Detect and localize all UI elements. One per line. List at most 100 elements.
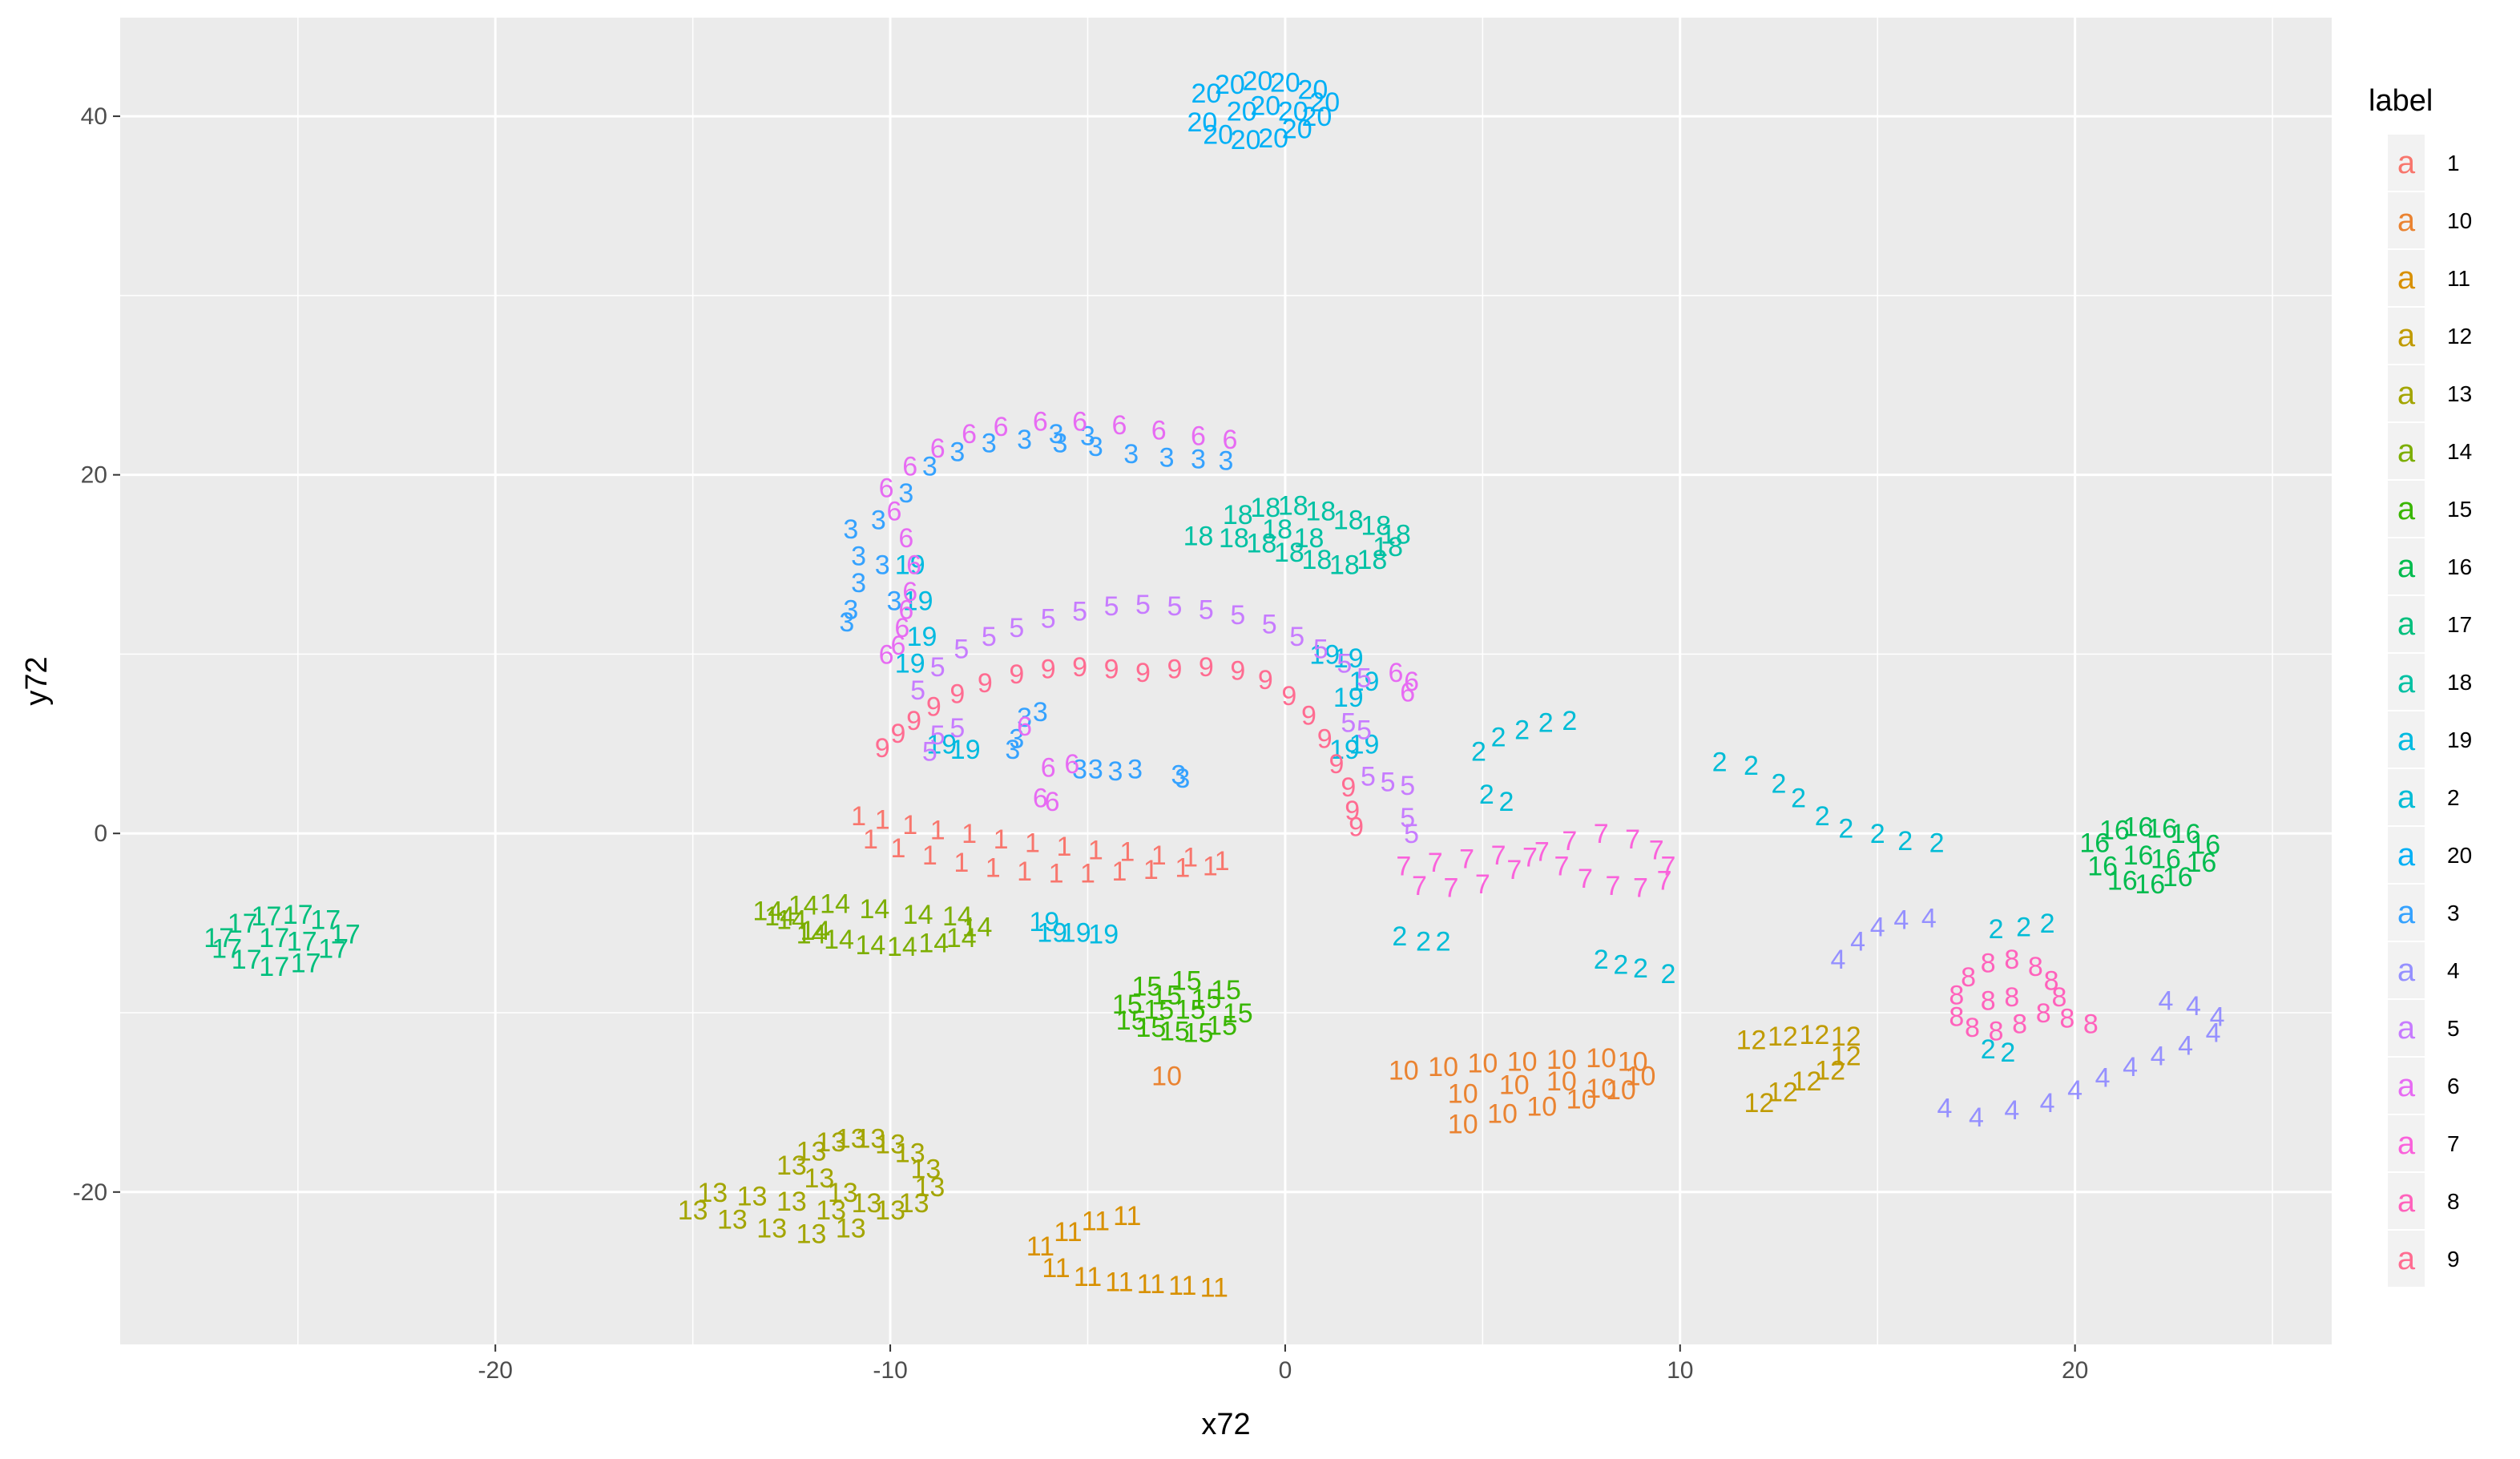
data-point-label-10: 10 [1507,1046,1538,1077]
data-point-label-14: 14 [824,925,854,955]
legend-key-glyph-9: a [2397,1241,2416,1276]
data-point-label-6: 6 [1064,749,1079,780]
legend-label-6: 6 [2447,1074,2460,1098]
data-point-label-13: 13 [796,1219,827,1249]
data-point-label-19: 19 [903,586,933,616]
x-tick-label: -20 [478,1357,513,1384]
legend-key-3 [2388,885,2425,941]
legend-key-glyph-16: a [2397,549,2416,584]
data-point-label-20: 20 [1215,70,1245,100]
data-point-label-14: 14 [856,930,886,961]
data-point-label-5: 5 [1135,590,1151,620]
data-point-label-13: 13 [776,1187,807,1217]
data-point-label-9: 9 [1167,654,1182,684]
data-point-label-11: 11 [1082,1207,1110,1237]
data-point-label-2: 2 [1744,751,1759,781]
data-point-label-10: 10 [1606,1075,1636,1106]
data-point-label-16: 16 [2163,862,2193,893]
data-point-label-8: 8 [2059,1004,2074,1034]
data-point-label-4: 4 [2186,991,2201,1022]
data-point-label-5: 5 [1041,604,1056,635]
data-point-label-13: 13 [717,1204,748,1235]
data-point-label-13: 13 [836,1124,866,1155]
data-point-label-3: 3 [851,568,866,599]
data-point-label-13: 13 [776,1151,807,1181]
data-point-label-15: 15 [1223,998,1253,1029]
data-point-label-18: 18 [1381,519,1411,550]
legend-key-8 [2388,1173,2425,1229]
data-point-label-16: 16 [2099,816,2130,846]
grid-lines [120,18,2332,1344]
data-point-label-15: 15 [1211,975,1241,1006]
data-point-label-14: 14 [796,920,827,950]
data-point-label-3: 3 [1171,760,1186,790]
data-point-label-7: 7 [1625,824,1640,855]
legend-key-glyph-14: a [2397,433,2416,469]
data-point-label-4: 4 [2206,1018,2221,1049]
data-point-label-15: 15 [1132,971,1163,1002]
data-point-label-4: 4 [1870,913,1885,943]
data-point-label-2: 2 [1491,722,1506,752]
data-point-label-4: 4 [2210,1002,2225,1032]
data-point-label-1: 1 [875,804,890,835]
data-point-label-2: 2 [1479,780,1494,810]
data-point-label-9: 9 [1329,749,1345,780]
data-point-label-7: 7 [1594,819,1609,849]
axes: x72 y72 -20 -10 0 10 20 -20 0 20 40 [20,103,2088,1441]
y-tick-label: -20 [73,1179,107,1206]
data-point-label-12: 12 [1799,1020,1829,1050]
data-point-label-16: 16 [2190,830,2220,860]
data-point-label-6: 6 [1222,425,1237,455]
data-point-label-6: 6 [902,451,917,482]
legend-key-glyph-15: a [2397,491,2416,526]
data-point-label-18: 18 [1250,493,1280,523]
data-point-label-12: 12 [1815,1056,1845,1086]
data-point-label-5: 5 [1400,803,1415,833]
data-point-label-6: 6 [1388,658,1403,688]
data-point-label-1: 1 [890,833,905,864]
data-point-label-13: 13 [899,1188,929,1219]
data-point-label-11: 11 [1042,1253,1070,1284]
data-point-label-2: 2 [1897,826,1913,856]
data-point-label-6: 6 [1072,407,1087,437]
data-point-label-1: 1 [994,824,1009,855]
data-point-label-17: 17 [291,948,321,978]
data-point-label-8: 8 [2083,1009,2099,1039]
data-point-label-9: 9 [978,668,993,699]
data-point-label-18: 18 [1301,545,1332,575]
legend-key-15 [2388,481,2425,537]
data-point-label-4: 4 [1830,945,1845,975]
data-point-label-6: 6 [906,550,921,581]
data-point-label-8: 8 [2051,982,2066,1013]
data-point-label-8: 8 [1981,948,1996,978]
data-point-label-3: 3 [950,437,965,468]
legend-label-1: 1 [2447,151,2460,175]
data-point-label-3: 3 [898,478,913,509]
data-point-label-3: 3 [1080,421,1095,451]
data-point-label-14: 14 [903,900,933,930]
data-point-label-10: 10 [1448,1079,1478,1110]
data-point-label-17: 17 [318,933,349,964]
data-point-label-6: 6 [890,631,905,661]
data-point-label-11: 11 [1074,1262,1102,1292]
data-point-label-10: 10 [1586,1074,1616,1104]
data-point-label-18: 18 [1361,510,1391,541]
legend-label-17: 17 [2447,612,2472,637]
data-point-label-20: 20 [1191,79,1221,109]
data-point-label-5: 5 [910,675,925,706]
data-point-label-16: 16 [2087,851,2118,881]
data-point-label-2: 2 [1838,814,1853,844]
data-point-label-3: 3 [1088,755,1103,785]
data-point-label-4: 4 [2151,1042,2166,1072]
data-point-label-9: 9 [1258,665,1273,695]
legend-label-19: 19 [2447,727,2472,752]
data-point-label-9: 9 [1349,812,1364,842]
data-point-label-5: 5 [1289,622,1304,652]
data-point-label-18: 18 [1278,491,1308,522]
legend-key-glyph-1: a [2397,145,2416,180]
legend-key-glyph-6: a [2397,1068,2416,1103]
data-point-label-1: 1 [863,824,878,855]
data-point-label-17: 17 [204,923,234,953]
data-point-label-7: 7 [1412,871,1427,901]
legend-key-glyph-19: a [2397,722,2416,757]
